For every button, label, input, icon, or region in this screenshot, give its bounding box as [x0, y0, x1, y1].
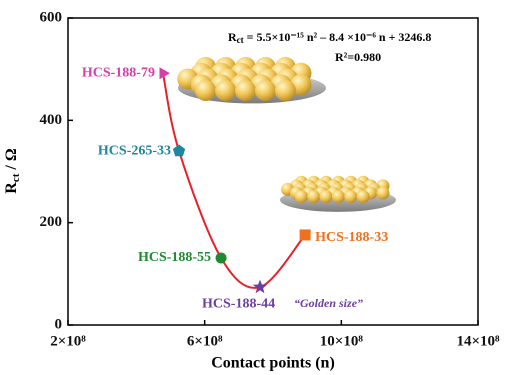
- x-tick-label: 2×10⁸: [50, 333, 86, 349]
- point-label: HCS-188-33: [315, 230, 388, 245]
- point: [300, 229, 311, 240]
- particle: [255, 80, 276, 101]
- point: [173, 145, 185, 157]
- x-axis-label: Contact points (n): [211, 355, 335, 372]
- equation-main: R: [228, 30, 237, 44]
- x-tick-label: 10×10⁸: [320, 333, 364, 349]
- particle: [376, 187, 389, 200]
- y-tick-label: 200: [40, 214, 63, 230]
- particle: [295, 190, 308, 203]
- point-label: HCS-188-79: [82, 65, 155, 80]
- particle: [344, 190, 357, 203]
- annotation: “Golden size”: [294, 296, 363, 310]
- y-tick-label: 400: [40, 112, 63, 128]
- equation-rest: = 5.5×10⁻¹⁵ n² – 8.4 ×10⁻⁶ n + 3246.8: [244, 30, 432, 44]
- page: Rct / Ω Contact points (n) Rct = 5.5×10⁻…: [0, 0, 509, 375]
- point-label: HCS-188-44: [202, 296, 275, 311]
- equation-sub: ct: [237, 35, 244, 45]
- particle: [332, 190, 345, 203]
- y-label-rest: / Ω: [3, 148, 20, 173]
- particle: [195, 80, 216, 101]
- point: [216, 252, 227, 263]
- y-label-sub: ct: [10, 173, 22, 182]
- point-label: HCS-265-33: [98, 143, 171, 158]
- chart: Rct / Ω Contact points (n) Rct = 5.5×10⁻…: [0, 0, 509, 375]
- particle: [275, 80, 296, 101]
- y-axis-label: Rct / Ω: [3, 148, 22, 194]
- y-tick-label: 600: [40, 9, 63, 25]
- equation: Rct = 5.5×10⁻¹⁵ n² – 8.4 ×10⁻⁶ n + 3246.…: [228, 30, 431, 45]
- particle: [320, 190, 333, 203]
- x-tick-label: 6×10⁸: [187, 333, 223, 349]
- particle-illustrations: [177, 57, 396, 212]
- particle: [357, 190, 370, 203]
- particle: [235, 80, 256, 101]
- y-tick-label: 0: [55, 316, 63, 332]
- point-label: HCS-188-55: [138, 250, 211, 265]
- point: [253, 280, 267, 294]
- r-squared: R²=0.980: [335, 50, 381, 64]
- y-label-main: R: [3, 182, 20, 194]
- particle: [307, 190, 320, 203]
- particle: [215, 80, 236, 101]
- x-tick-label: 14×10⁸: [456, 333, 500, 349]
